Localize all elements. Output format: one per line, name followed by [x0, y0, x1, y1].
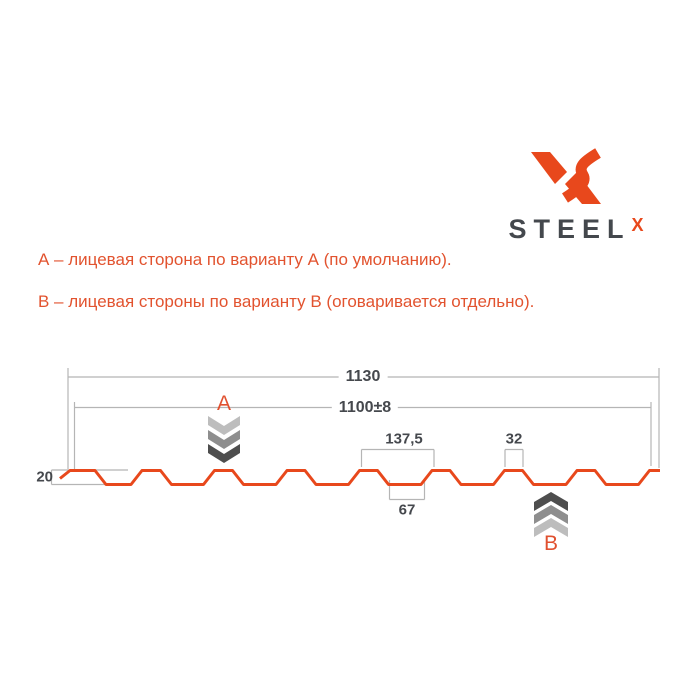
- logo-top-left-arm: [531, 152, 567, 184]
- chevron-down-mid: [208, 430, 240, 449]
- dim-label-overall-width: 1130: [338, 368, 388, 386]
- dim-label-profile-height: 20: [36, 468, 53, 486]
- logo-s-stroke: [562, 148, 601, 203]
- chevron-down-light: [208, 416, 240, 435]
- logo-wordmark-text: STEEL: [508, 214, 631, 244]
- marker-side-b: В: [543, 532, 559, 555]
- note-line-a: А – лицевая сторона по варианту А (по ум…: [38, 250, 452, 269]
- chevron-up-dark: [534, 492, 568, 511]
- chevron-up-light: [534, 518, 568, 537]
- note-line-b: В – лицевая стороны по варианту В (огова…: [38, 292, 535, 311]
- chevron-up-triple-icon: [534, 492, 568, 537]
- chevron-down-triple-icon: [208, 416, 240, 463]
- marker-side-a: А: [216, 392, 232, 415]
- logo-wordmark-x: X: [631, 215, 644, 235]
- dim-label-rib-top-width: 32: [505, 430, 523, 448]
- steelx-x-logo-icon: [531, 148, 601, 204]
- chevron-up-mid: [534, 505, 568, 524]
- dim-label-working-width: 1100±8: [331, 399, 399, 417]
- dim-label-valley-width: 67: [398, 501, 416, 519]
- dim-label-rib-pitch: 137,5: [385, 430, 423, 448]
- logo-wordmark: STEELX: [488, 214, 664, 247]
- dimension-lines: [50, 368, 660, 501]
- chevron-down-dark: [208, 444, 240, 463]
- sheet-profile-line: [59, 469, 660, 486]
